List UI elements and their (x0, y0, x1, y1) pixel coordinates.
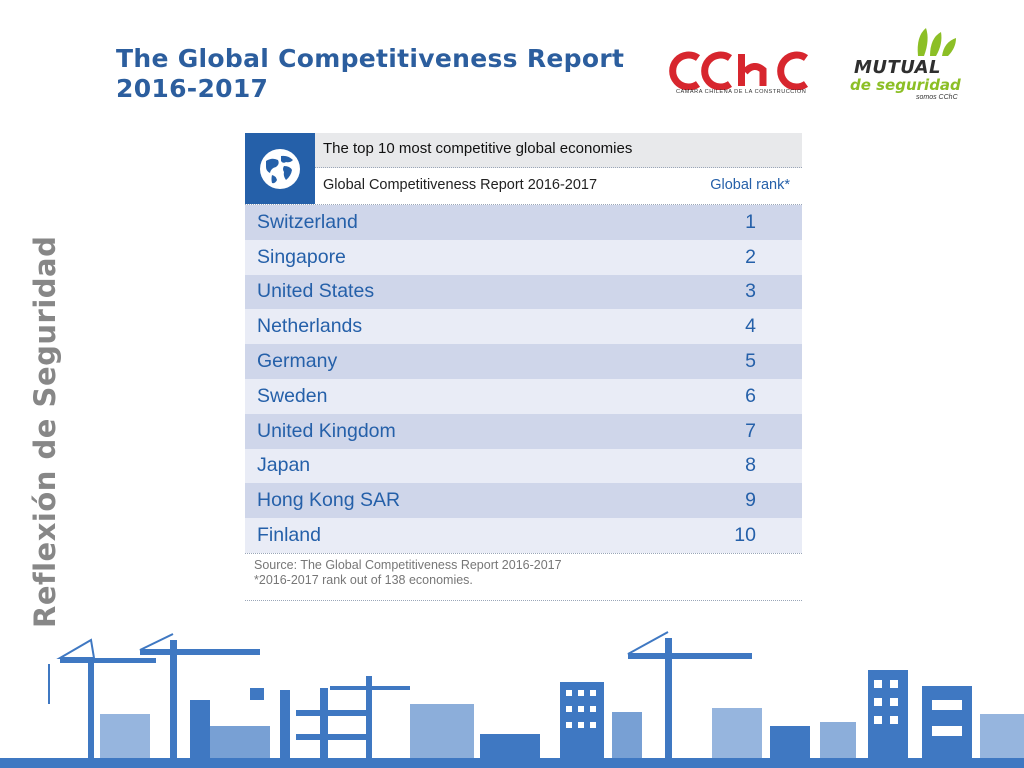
table-row: Switzerland 1 (245, 205, 802, 240)
table-row: Japan 8 (245, 448, 802, 484)
rank-cell: 8 (745, 454, 756, 477)
country-cell: United Kingdom (257, 419, 396, 442)
page-title-line1: The Global Competitiveness Report (116, 44, 625, 73)
rank-column-header: Global rank* (710, 177, 790, 193)
country-cell: Switzerland (257, 210, 358, 233)
table-body: Switzerland 1 Singapore 2 United States 3 N… (245, 204, 802, 553)
page-title: The Global Competitiveness Report 2016-2… (116, 44, 656, 104)
table-row: Hong Kong SAR 9 (245, 483, 802, 519)
construction-skyline-illustration (0, 631, 1024, 768)
table-row: Singapore 2 (245, 239, 802, 275)
mutual-logo-line2: de seguridad (850, 76, 961, 94)
table-subheading: Global Competitiveness Report 2016-2017 (323, 177, 598, 193)
rank-cell: 3 (745, 280, 756, 303)
source-line: Source: The Global Competitiveness Repor… (254, 557, 562, 572)
rank-cell: 9 (745, 489, 756, 512)
country-cell: Germany (257, 350, 338, 373)
table-row: Finland 10 (245, 518, 802, 553)
rank-cell: 1 (745, 210, 756, 233)
globe-icon (260, 148, 300, 189)
table-row: Sweden 6 (245, 378, 802, 414)
mutual-leaf-mark (917, 28, 956, 56)
table-heading: The top 10 most competitive global econo… (323, 140, 633, 157)
table-subheading-row: Global Competitiveness Report 2016-2017 … (315, 168, 802, 204)
rank-cell: 4 (745, 315, 756, 338)
country-cell: Netherlands (257, 315, 363, 338)
table-row: Netherlands 4 (245, 309, 802, 345)
table-source-note: Source: The Global Competitiveness Repor… (245, 552, 802, 601)
globe-icon-box (245, 133, 315, 204)
country-cell: Hong Kong SAR (257, 489, 401, 512)
table-row: Germany 5 (245, 344, 802, 379)
rank-cell: 7 (745, 419, 756, 442)
side-label: Reflexión de Seguridad (28, 235, 62, 628)
mutual-logo: MUTUAL de seguridad somos CChC (846, 26, 986, 104)
rank-cell: 5 (745, 350, 756, 373)
country-cell: Finland (257, 524, 321, 547)
rank-cell: 6 (745, 384, 756, 407)
table-header: The top 10 most competitive global econo… (245, 133, 802, 204)
rank-cell: 2 (745, 245, 756, 268)
country-cell: United States (257, 280, 375, 303)
page-title-line2: 2016-2017 (116, 74, 269, 103)
mutual-logo-tagline: somos CChC (916, 94, 958, 101)
footnote-line: *2016-2017 rank out of 138 economies. (254, 572, 473, 587)
table-row: United Kingdom 7 (245, 413, 802, 449)
country-cell: Singapore (257, 245, 346, 268)
country-cell: Sweden (257, 384, 328, 407)
country-cell: Japan (257, 454, 311, 477)
cchc-logo-subtitle: CAMARA CHILENA DE LA CONSTRUCCION (676, 89, 807, 95)
mutual-logo-line1: MUTUAL (854, 57, 942, 78)
table-heading-row: The top 10 most competitive global econo… (315, 133, 802, 168)
rank-cell: 10 (734, 524, 756, 547)
ranking-table: The top 10 most competitive global econo… (245, 133, 802, 601)
table-row: United States 3 (245, 274, 802, 310)
cchc-logo: CAMARA CHILENA DE LA CONSTRUCCION (668, 50, 818, 98)
cchc-logo-mark (669, 51, 809, 91)
